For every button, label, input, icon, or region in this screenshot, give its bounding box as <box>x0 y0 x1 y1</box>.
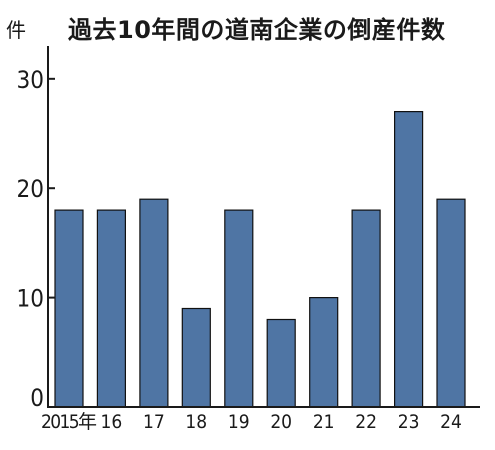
bar-9 <box>436 198 466 408</box>
bar-8 <box>394 110 424 408</box>
y-tick-label-3: 30 <box>17 66 44 94</box>
chart-title: 過去10年間の道南企業の倒産件数 <box>68 16 446 44</box>
x-tick-label-1: 16 <box>101 411 123 433</box>
y-tick-label-1: 10 <box>17 285 44 313</box>
y-tick-label-2: 20 <box>17 175 44 203</box>
x-tick-label-9: 24 <box>440 411 462 433</box>
bar-group <box>54 110 466 408</box>
bar-2 <box>139 198 169 408</box>
y-axis-ticks: 0 10 20 30 <box>17 66 55 412</box>
bar-1 <box>96 209 127 408</box>
bar-5 <box>266 318 296 408</box>
x-tick-label-2: 17 <box>143 411 165 433</box>
bar-6 <box>309 297 339 408</box>
y-axis-unit-label: 件 <box>6 18 26 42</box>
bar-3 <box>181 307 211 408</box>
bar-4 <box>224 209 254 408</box>
x-tick-label-5: 20 <box>270 411 292 433</box>
bar-7 <box>351 209 381 408</box>
x-tick-label-4: 19 <box>228 411 250 433</box>
x-tick-label-6: 21 <box>313 411 335 433</box>
x-tick-label-7: 22 <box>355 411 377 433</box>
x-tick-label-3: 18 <box>185 411 207 433</box>
x-axis-ticks: 2015年 16 17 18 19 20 21 22 23 24 <box>41 411 462 433</box>
x-tick-label-0: 2015年 <box>41 411 97 433</box>
x-tick-label-8: 23 <box>398 411 420 433</box>
y-tick-label-0: 0 <box>30 384 44 412</box>
bar-0 <box>54 209 84 408</box>
